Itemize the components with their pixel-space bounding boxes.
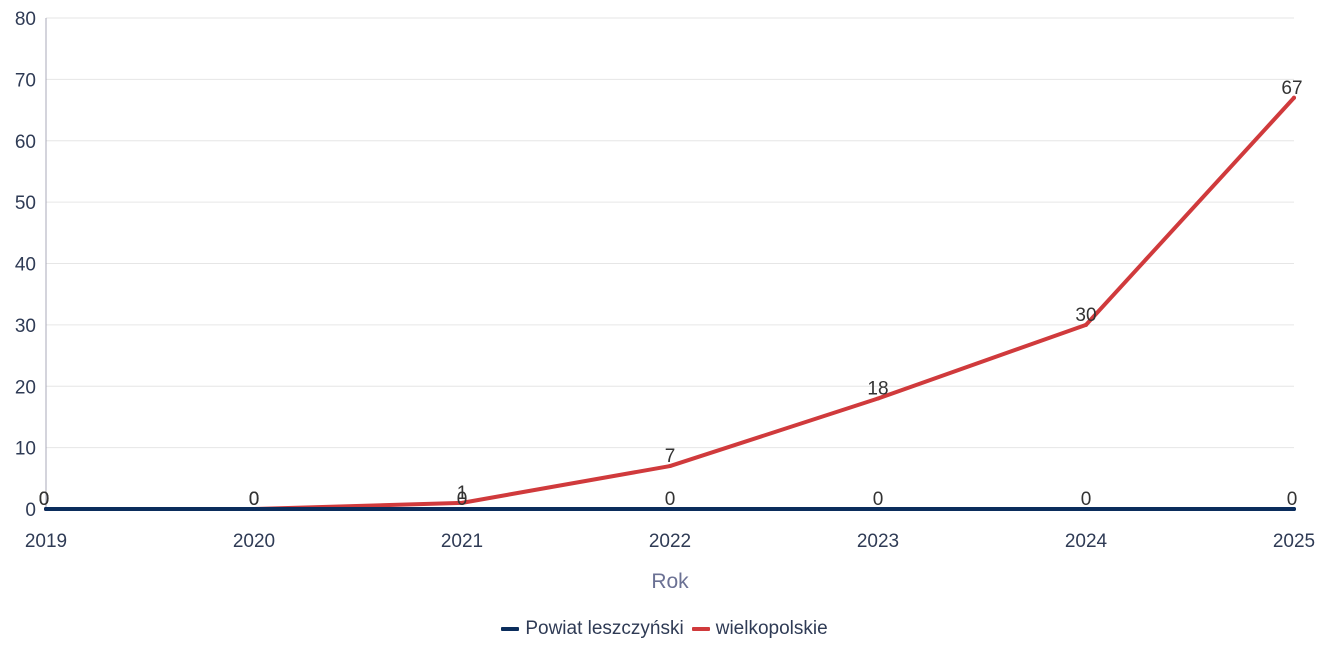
x-tick-label: 2019 (25, 531, 67, 552)
legend-item-powiat[interactable]: Powiat leszczyński (501, 618, 684, 640)
data-point-wielkopolskie[interactable] (668, 464, 672, 469)
y-tick-label: 80 (15, 9, 36, 30)
data-label-powiat: 0 (457, 489, 468, 510)
y-tick-label: 20 (15, 377, 36, 398)
data-label-wielkopolskie: 1 (457, 483, 468, 504)
data-label-powiat: 0 (873, 489, 884, 510)
data-label-wielkopolskie: 0 (39, 489, 50, 510)
data-point-wielkopolskie[interactable] (1292, 95, 1296, 100)
gridlines (46, 17, 1294, 510)
data-label-wielkopolskie: 18 (867, 379, 888, 400)
x-tick-label: 2021 (441, 531, 483, 552)
data-point-wielkopolskie[interactable] (1084, 322, 1088, 327)
data-label-powiat: 0 (1081, 489, 1092, 510)
data-label-powiat: 0 (249, 489, 260, 510)
legend-swatch-wielkopolskie (691, 627, 710, 631)
data-label-wielkopolskie: 67 (1281, 78, 1302, 99)
data-point-powiat[interactable] (252, 507, 256, 511)
y-tick-label: 30 (15, 316, 36, 337)
y-tick-label: 60 (15, 132, 36, 153)
y-tick-label: 50 (15, 193, 36, 214)
data-point-powiat[interactable] (1292, 507, 1296, 511)
data-label-powiat: 0 (1287, 489, 1298, 510)
y-tick-label: 0 (25, 500, 36, 521)
data-label-wielkopolskie: 0 (249, 489, 260, 510)
data-point-powiat[interactable] (44, 507, 48, 511)
x-tick-label: 2025 (1273, 531, 1315, 552)
data-point-wielkopolskie[interactable] (460, 500, 464, 505)
data-point-powiat[interactable] (460, 507, 464, 511)
legend: Powiat leszczyński wielkopolskie (0, 618, 1329, 640)
legend-item-wielkopolskie[interactable]: wielkopolskie (691, 618, 828, 640)
series-lines (44, 95, 1296, 511)
data-point-powiat[interactable] (876, 507, 880, 511)
y-tick-label: 10 (15, 439, 36, 460)
x-tick-label: 2022 (649, 531, 691, 552)
legend-label-powiat: Powiat leszczyński (525, 618, 684, 639)
y-tick-label: 70 (15, 70, 36, 91)
legend-swatch-powiat (501, 627, 520, 631)
x-axis-title: Rok (651, 570, 689, 593)
y-tick-label: 40 (15, 255, 36, 276)
data-label-wielkopolskie: 30 (1075, 305, 1096, 326)
x-tick-label: 2024 (1065, 531, 1108, 552)
data-label-powiat: 0 (665, 489, 676, 510)
legend-label-wielkopolskie: wielkopolskie (715, 618, 828, 639)
x-tick-label: 2020 (233, 531, 275, 552)
data-point-wielkopolskie[interactable] (876, 396, 880, 401)
data-point-powiat[interactable] (668, 507, 672, 511)
data-label-wielkopolskie: 7 (665, 446, 676, 467)
x-tick-label: 2023 (857, 531, 899, 552)
data-label-powiat: 0 (39, 489, 50, 510)
data-point-powiat[interactable] (1084, 507, 1088, 511)
